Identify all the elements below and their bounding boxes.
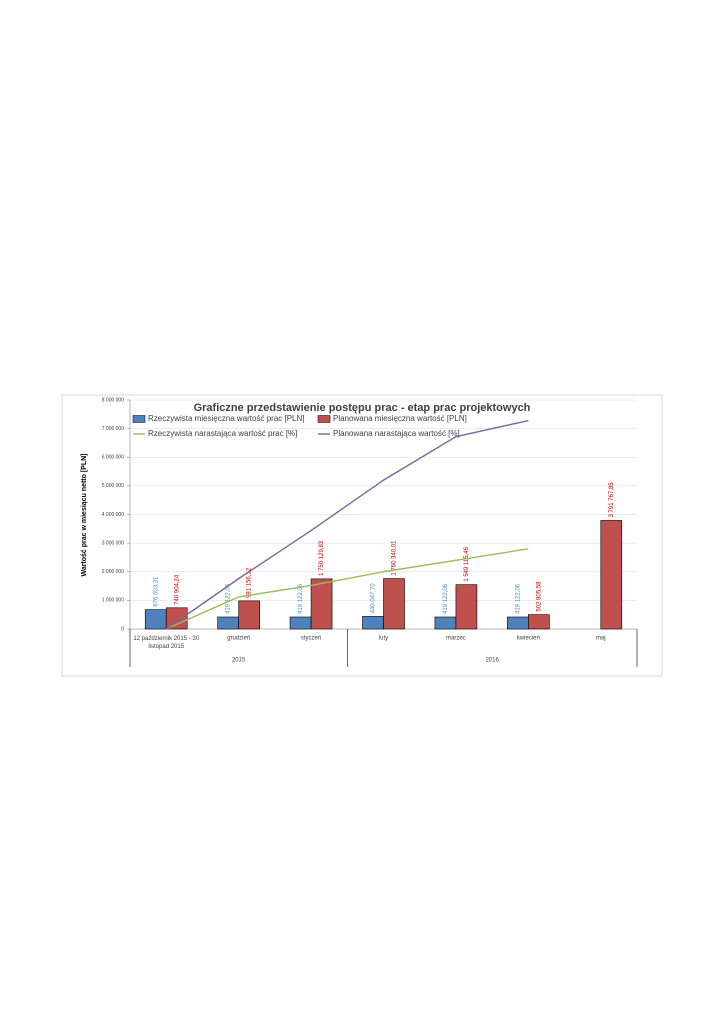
- legend-label: Planowana narastająca wartość [%]: [333, 429, 460, 438]
- bar: [289, 616, 312, 630]
- legend-swatch: [317, 415, 331, 423]
- data-label: 419 122,06: [226, 583, 232, 614]
- x-group-label: 2016: [485, 658, 499, 664]
- data-label: 502 805,58: [536, 581, 542, 612]
- x-group-label: 2015: [232, 658, 246, 664]
- x-tick-label: grudzień: [227, 636, 250, 642]
- legend-swatch: [132, 415, 146, 423]
- bar: [217, 616, 239, 630]
- y-tick-label: 6 000 000: [102, 455, 124, 461]
- y-tick-label: 2 000 000: [102, 569, 124, 575]
- bar: [528, 614, 550, 630]
- y-tick-label: 5 000 000: [102, 483, 124, 489]
- x-tick-label: luty: [379, 636, 388, 642]
- y-axis-label: Wartość prac w miesiącu netto [PLN]: [81, 453, 88, 576]
- data-label: 740 904,24: [174, 574, 180, 605]
- bar: [144, 609, 167, 630]
- legend-label: Rzeczywista narastająca wartość prac [%]: [148, 429, 297, 438]
- x-tick-label: maj: [596, 636, 606, 642]
- data-label: 1 750 129,83: [319, 540, 325, 576]
- data-label: 419 122,06: [298, 583, 304, 614]
- bar: [383, 578, 405, 630]
- y-tick-label: 4 000 000: [102, 512, 124, 518]
- data-label: 419 122,06: [443, 583, 449, 614]
- legend-label: Planowana miesięczna wartość [PLN]: [333, 414, 467, 423]
- data-label: 419 122,06: [515, 583, 521, 614]
- bar: [362, 616, 384, 630]
- data-label: 440 047,70: [371, 583, 377, 614]
- bar: [507, 616, 529, 630]
- chart-title: Graficzne przedstawienie postępu prac - …: [194, 402, 531, 414]
- line: [165, 548, 529, 630]
- bar: [600, 520, 623, 630]
- y-tick-label: 8 000 000: [102, 397, 124, 403]
- bar: [165, 607, 188, 630]
- data-label: 1 760 340,01: [392, 540, 398, 576]
- data-label: 3 791 767,85: [609, 482, 615, 518]
- data-label: 676 003,31: [153, 576, 159, 607]
- x-tick-label: 12 październik 2015 - 30 listopad 2015: [133, 636, 199, 650]
- x-tick-label: marzec: [446, 636, 466, 642]
- y-tick-label: 7 000 000: [102, 426, 124, 432]
- x-tick-label: kwiecień: [517, 636, 540, 642]
- data-label: 1 549 115,46: [464, 546, 470, 581]
- y-tick-label: 1 000 000: [102, 598, 124, 604]
- bar: [238, 600, 260, 630]
- y-tick-label: 3 000 000: [102, 540, 124, 546]
- x-tick-label: styczeń: [301, 636, 321, 642]
- bar: [434, 616, 457, 630]
- line: [165, 419, 529, 630]
- data-label: 981 156,12: [247, 567, 253, 598]
- legend-label: Rzeczywista miesięczna wartość prac [PLN…: [148, 414, 305, 423]
- bar: [310, 578, 333, 630]
- y-tick-label: 0: [121, 626, 124, 632]
- bar: [455, 584, 478, 630]
